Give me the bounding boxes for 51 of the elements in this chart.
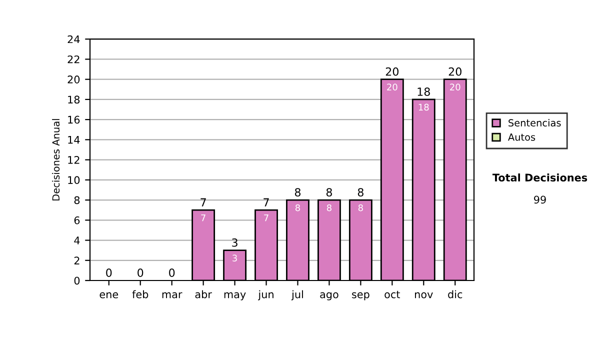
data-label: 8 [326, 204, 332, 212]
data-label: 8 [358, 204, 363, 212]
total-label: 0 [169, 268, 175, 277]
total-label: 20 [448, 67, 462, 76]
total-label: 3 [232, 238, 238, 247]
total-label: 7 [264, 198, 269, 206]
x-tick-label: oct [384, 290, 400, 298]
x-tick-label: abr [195, 290, 212, 298]
total-label: 8 [294, 188, 301, 196]
x-tick-label: ene [100, 292, 118, 298]
total-label: 8 [326, 188, 332, 196]
total-label: 7 [200, 198, 206, 206]
y-tick-label: 20 [68, 76, 80, 84]
legend-label: Autos [508, 134, 536, 141]
y-tick-label: 10 [68, 176, 80, 184]
y-axis-title: Decisiones Anual [52, 119, 60, 200]
total-label: 0 [138, 268, 144, 277]
x-tick-label: jun [258, 290, 274, 300]
y-tick-label: 16 [68, 116, 80, 124]
y-tick-label: 0 [74, 276, 80, 285]
x-tick-label: jul [291, 290, 303, 300]
y-tick-label: 18 [68, 96, 80, 104]
x-tick-label: ago [320, 292, 338, 300]
data-label: 20 [387, 84, 398, 90]
x-tick-label: sep [352, 292, 370, 300]
data-label: 18 [418, 104, 429, 111]
y-tick-label: 8 [74, 196, 80, 204]
y-tick-label: 6 [74, 216, 80, 224]
y-tick-label: 12 [68, 156, 80, 164]
y-tick-label: 24 [68, 35, 80, 44]
data-label: 3 [232, 254, 237, 262]
x-tick-label: mar [162, 292, 182, 298]
y-tick-label: 14 [68, 136, 80, 144]
x-tick-label: dic [448, 290, 462, 298]
y-tick-label: 2 [74, 256, 80, 264]
data-label: 8 [295, 204, 300, 212]
data-label: 7 [264, 214, 268, 222]
total-label: 20 [386, 67, 398, 76]
x-tick-label: feb [132, 290, 148, 298]
y-tick-label: 22 [68, 55, 80, 64]
total-label: 0 [106, 268, 112, 277]
total-label: 8 [358, 188, 364, 196]
x-tick-label: may [224, 292, 246, 300]
y-tick-label: 4 [74, 236, 80, 244]
text: 99 [534, 196, 546, 204]
data-label: 7 [201, 214, 206, 222]
x-tick-label: nov [415, 292, 433, 298]
total-label: 18 [418, 88, 430, 96]
legend-label: Sentencias [508, 118, 561, 127]
text: Total Decisiones [492, 173, 588, 182]
data-label: 20 [450, 84, 460, 90]
